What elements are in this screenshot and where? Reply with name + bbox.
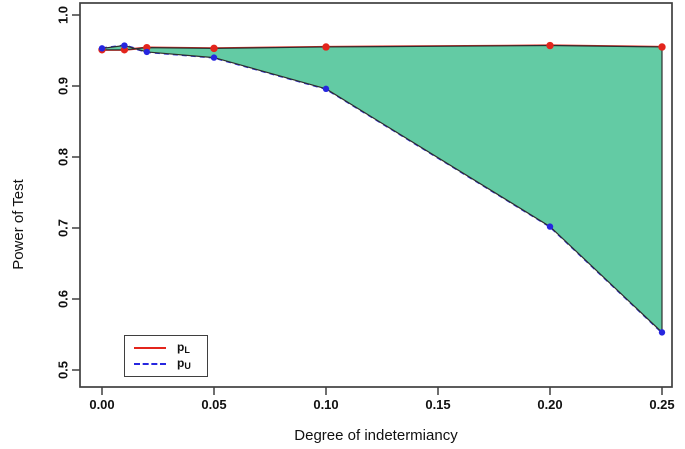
x-tick-label: 0.05: [201, 397, 226, 412]
legend-label-pu: pU: [177, 357, 191, 371]
legend-box: pL pU: [124, 335, 208, 377]
legend-label-pl-sub: L: [184, 345, 190, 355]
legend-label-pu-base: p: [177, 356, 185, 370]
legend-entry-pl: pL: [134, 341, 207, 355]
legend-line-sample-pu: [134, 363, 166, 365]
legend-line-sample-pl: [134, 347, 166, 349]
x-tick-label: 0.00: [89, 397, 114, 412]
y-tick-label: 0.6: [56, 290, 71, 308]
pu-point: [98, 45, 106, 52]
y-axis-title-wrap: Power of Test: [2, 0, 34, 449]
plot-frame: [79, 2, 673, 388]
pu-point: [143, 48, 150, 56]
pl-point: [546, 41, 554, 50]
y-tick-label: 0.8: [56, 148, 71, 166]
x-tick-label: 0.20: [537, 397, 562, 412]
y-axis-title: Power of Test: [9, 179, 27, 270]
pu-point: [210, 54, 218, 61]
x-tick-label: 0.10: [313, 397, 338, 412]
legend-label-pu-sub: U: [184, 361, 191, 371]
x-tick-label: 0.15: [425, 397, 450, 412]
legend-label-pl: pL: [177, 341, 190, 355]
legend-entry-pu: pU: [134, 357, 207, 371]
y-tick-label: 0.7: [56, 219, 71, 237]
y-tick-label: 0.9: [56, 77, 71, 95]
fill-between-region: [101, 44, 663, 334]
y-tick-label: 1.0: [56, 6, 71, 24]
pu-point: [322, 85, 330, 93]
pu-point: [546, 223, 554, 230]
pl-point: [322, 43, 330, 51]
pl-point: [210, 44, 218, 53]
x-axis-title: Degree of indetermiancy: [294, 427, 458, 444]
pl-point: [658, 43, 666, 51]
x-tick-label: 0.25: [649, 397, 674, 412]
y-tick-label: 0.5: [56, 361, 71, 379]
pu-point: [658, 329, 666, 336]
legend-label-pl-base: p: [177, 340, 185, 354]
pu-point: [121, 42, 128, 49]
